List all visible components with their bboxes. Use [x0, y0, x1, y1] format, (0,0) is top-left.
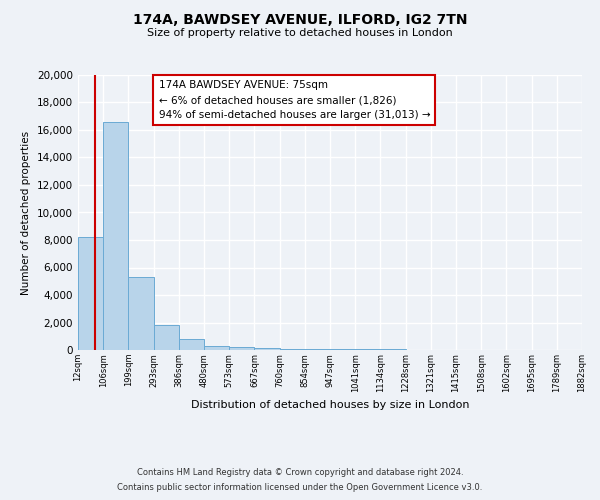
Text: Contains HM Land Registry data © Crown copyright and database right 2024.: Contains HM Land Registry data © Crown c… — [137, 468, 463, 477]
Text: Size of property relative to detached houses in London: Size of property relative to detached ho… — [147, 28, 453, 38]
Text: 174A, BAWDSEY AVENUE, ILFORD, IG2 7TN: 174A, BAWDSEY AVENUE, ILFORD, IG2 7TN — [133, 12, 467, 26]
Text: 174A BAWDSEY AVENUE: 75sqm
← 6% of detached houses are smaller (1,826)
94% of se: 174A BAWDSEY AVENUE: 75sqm ← 6% of detac… — [158, 80, 430, 120]
Bar — [204, 346, 229, 350]
X-axis label: Distribution of detached houses by size in London: Distribution of detached houses by size … — [191, 400, 469, 410]
Bar — [128, 277, 154, 350]
Bar — [330, 349, 355, 350]
Bar — [254, 348, 280, 350]
Text: Contains public sector information licensed under the Open Government Licence v3: Contains public sector information licen… — [118, 483, 482, 492]
Bar — [103, 122, 128, 350]
Bar — [179, 339, 204, 350]
Bar — [78, 238, 103, 350]
Bar — [229, 347, 254, 350]
Bar — [280, 348, 305, 350]
Bar — [305, 349, 330, 350]
Y-axis label: Number of detached properties: Number of detached properties — [22, 130, 31, 294]
Bar — [154, 324, 179, 350]
